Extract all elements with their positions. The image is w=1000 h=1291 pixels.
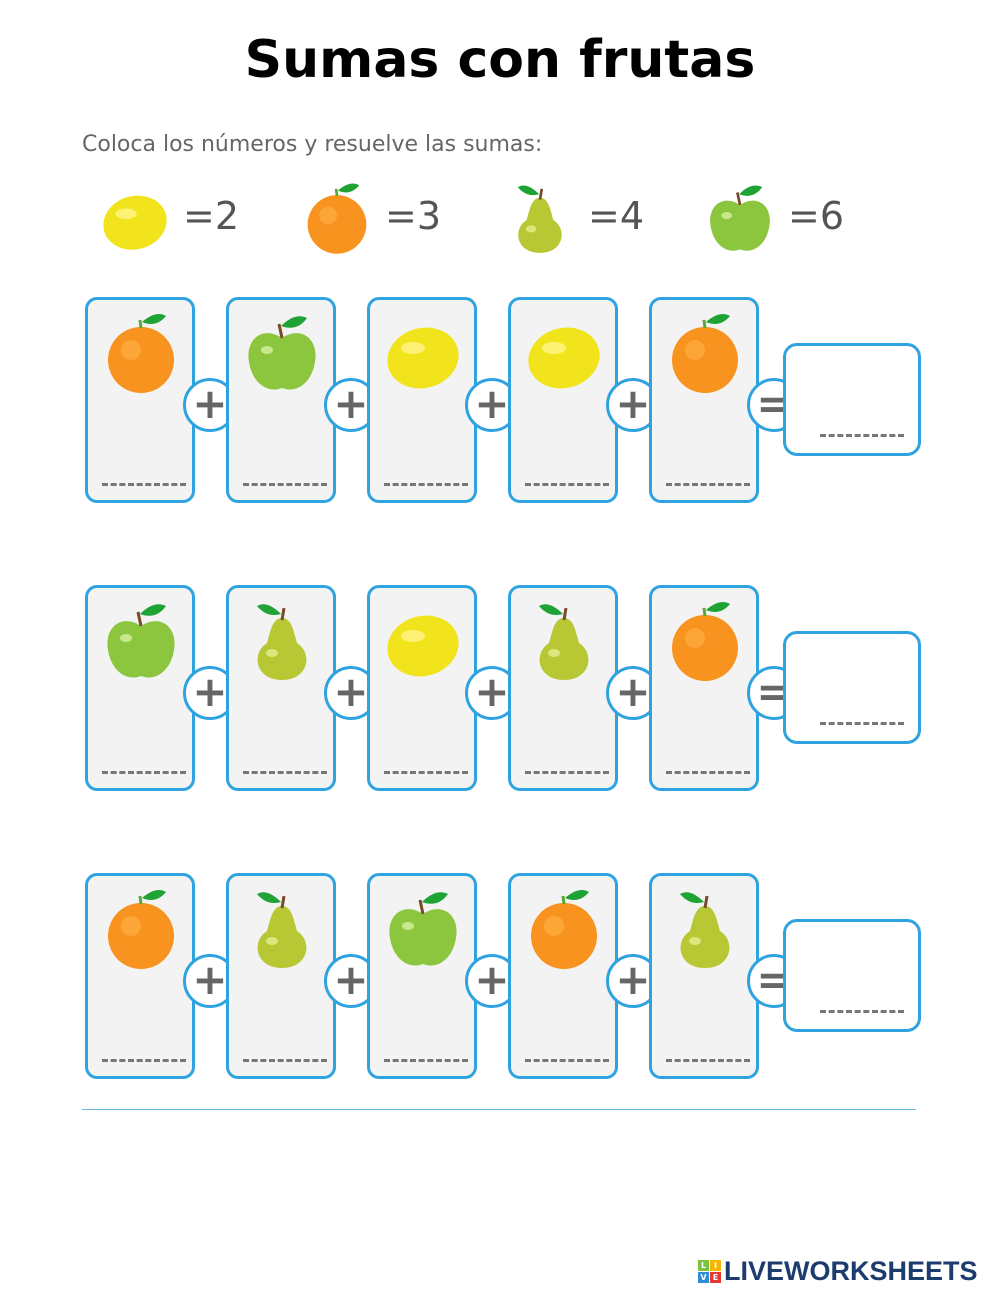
fruit-value-input[interactable]: [243, 747, 327, 774]
logo-blocks: L I V E: [698, 1260, 721, 1283]
liveworksheets-logo: L I V E LIVEWORKSHEETS: [698, 1256, 978, 1287]
result-input[interactable]: [820, 986, 904, 1013]
legend-value: =3: [385, 194, 442, 238]
fruit-card: [508, 297, 618, 503]
fruit-value-input[interactable]: [525, 1035, 609, 1062]
fruit-card: [649, 873, 759, 1079]
logo-block: L: [698, 1260, 709, 1271]
fruit-value-input[interactable]: [525, 747, 609, 774]
plus-sign: +: [465, 378, 519, 432]
fruit-card: [226, 297, 336, 503]
fruit-value-input[interactable]: [666, 459, 750, 486]
legend-value: =2: [183, 194, 240, 238]
fruit-card: [367, 585, 477, 791]
fruit-value-input[interactable]: [102, 1035, 186, 1062]
fruit-value-input[interactable]: [384, 1035, 468, 1062]
fruit-card: [649, 297, 759, 503]
logo-block: V: [698, 1272, 709, 1283]
fruit-value-input[interactable]: [102, 747, 186, 774]
fruit-value-input[interactable]: [384, 459, 468, 486]
instructions: Coloca los números y resuelve las sumas:: [82, 132, 543, 157]
result-box: [783, 919, 921, 1032]
page-title: Sumas con frutas: [244, 30, 756, 90]
fruit-value-input[interactable]: [666, 747, 750, 774]
fruit-value-input[interactable]: [102, 459, 186, 486]
fruit-value-input[interactable]: [666, 1035, 750, 1062]
fruit-card: [367, 297, 477, 503]
fruit-card: [85, 297, 195, 503]
logo-block: E: [710, 1272, 721, 1283]
result-box: [783, 631, 921, 744]
legend-value: =4: [588, 194, 645, 238]
fruit-card: [367, 873, 477, 1079]
divider: [82, 1109, 916, 1110]
fruit-card: [226, 873, 336, 1079]
fruit-card: [226, 585, 336, 791]
result-box: [783, 343, 921, 456]
result-input[interactable]: [820, 698, 904, 725]
fruit-value-input[interactable]: [243, 459, 327, 486]
fruit-value-input[interactable]: [384, 747, 468, 774]
result-input[interactable]: [820, 410, 904, 437]
fruit-card: [508, 585, 618, 791]
logo-block: I: [710, 1260, 721, 1271]
fruit-value-input[interactable]: [525, 459, 609, 486]
logo-text: LIVEWORKSHEETS: [724, 1256, 978, 1286]
fruit-card: [508, 873, 618, 1079]
fruit-value-input[interactable]: [243, 1035, 327, 1062]
fruit-card: [85, 873, 195, 1079]
legend-value: =6: [788, 194, 845, 238]
fruit-card: [85, 585, 195, 791]
fruit-card: [649, 585, 759, 791]
